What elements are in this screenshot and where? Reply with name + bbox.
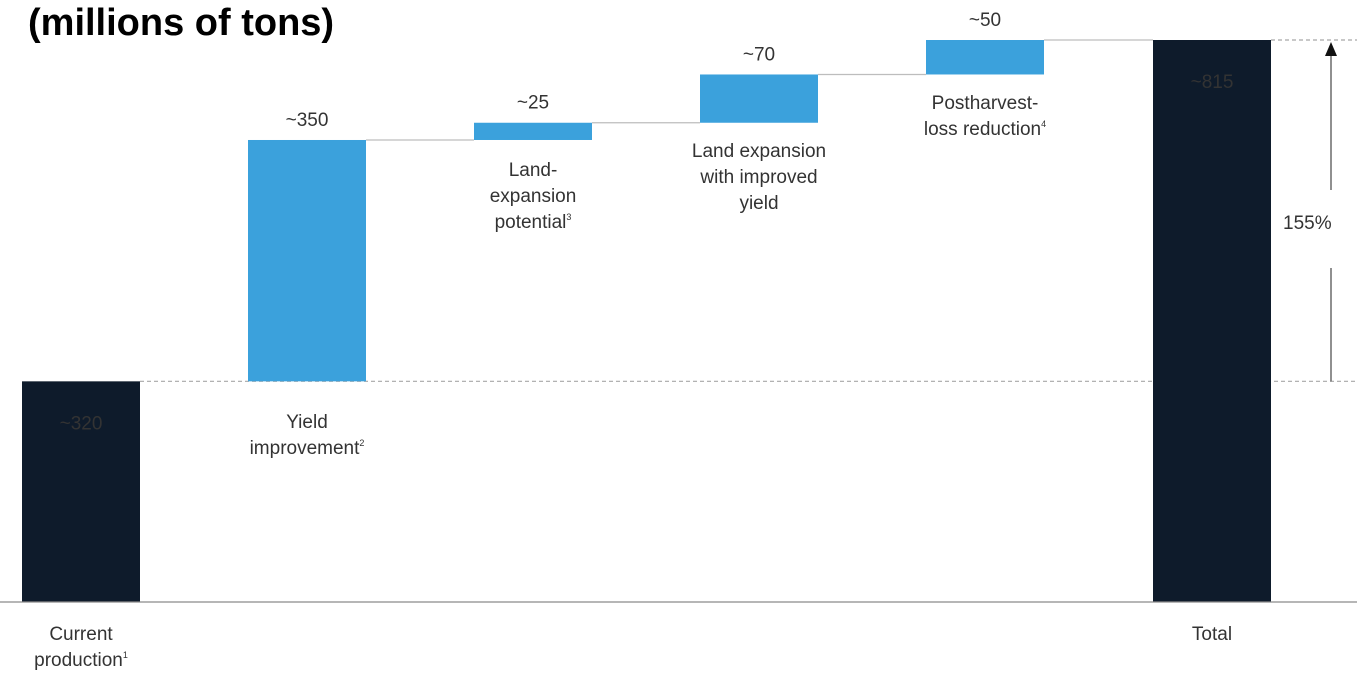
value-label-0: ~320 <box>60 413 103 434</box>
growth-label: 155% <box>1283 213 1332 234</box>
category-label-1-line-1: improvement2 <box>250 438 365 459</box>
bar-1 <box>248 139 366 382</box>
category-label-4-line-1: loss reduction4 <box>924 119 1046 140</box>
bar-2 <box>474 122 592 140</box>
category-label-2-line-2: potential3 <box>495 212 572 233</box>
category-label-3-line-0: Land expansion <box>692 141 826 162</box>
category-label-3-line-2: yield <box>739 193 778 214</box>
value-label-3: ~70 <box>743 44 775 65</box>
category-label-2-line-1: expansion <box>490 186 577 207</box>
category-label-3-line-1: with improved <box>699 167 817 188</box>
bar-4 <box>926 40 1044 75</box>
bar-3 <box>700 74 818 123</box>
category-label-5: Total <box>1192 624 1232 645</box>
value-label-1: ~350 <box>286 110 329 131</box>
bar-0 <box>22 381 140 602</box>
category-label-0-line-1: production1 <box>34 650 128 671</box>
growth-arrow-head <box>1325 42 1337 56</box>
value-label-2: ~25 <box>517 93 549 114</box>
category-label-0-line-0: Current <box>49 624 113 645</box>
category-label-2-line-0: Land- <box>509 160 558 181</box>
value-label-4: ~50 <box>969 10 1001 31</box>
bar-5 <box>1153 40 1271 602</box>
value-label-5: ~815 <box>1191 72 1234 93</box>
category-label-4-line-0: Postharvest- <box>932 93 1039 114</box>
chart-title: (millions of tons) <box>28 2 335 44</box>
category-label-1-line-0: Yield <box>286 412 328 433</box>
